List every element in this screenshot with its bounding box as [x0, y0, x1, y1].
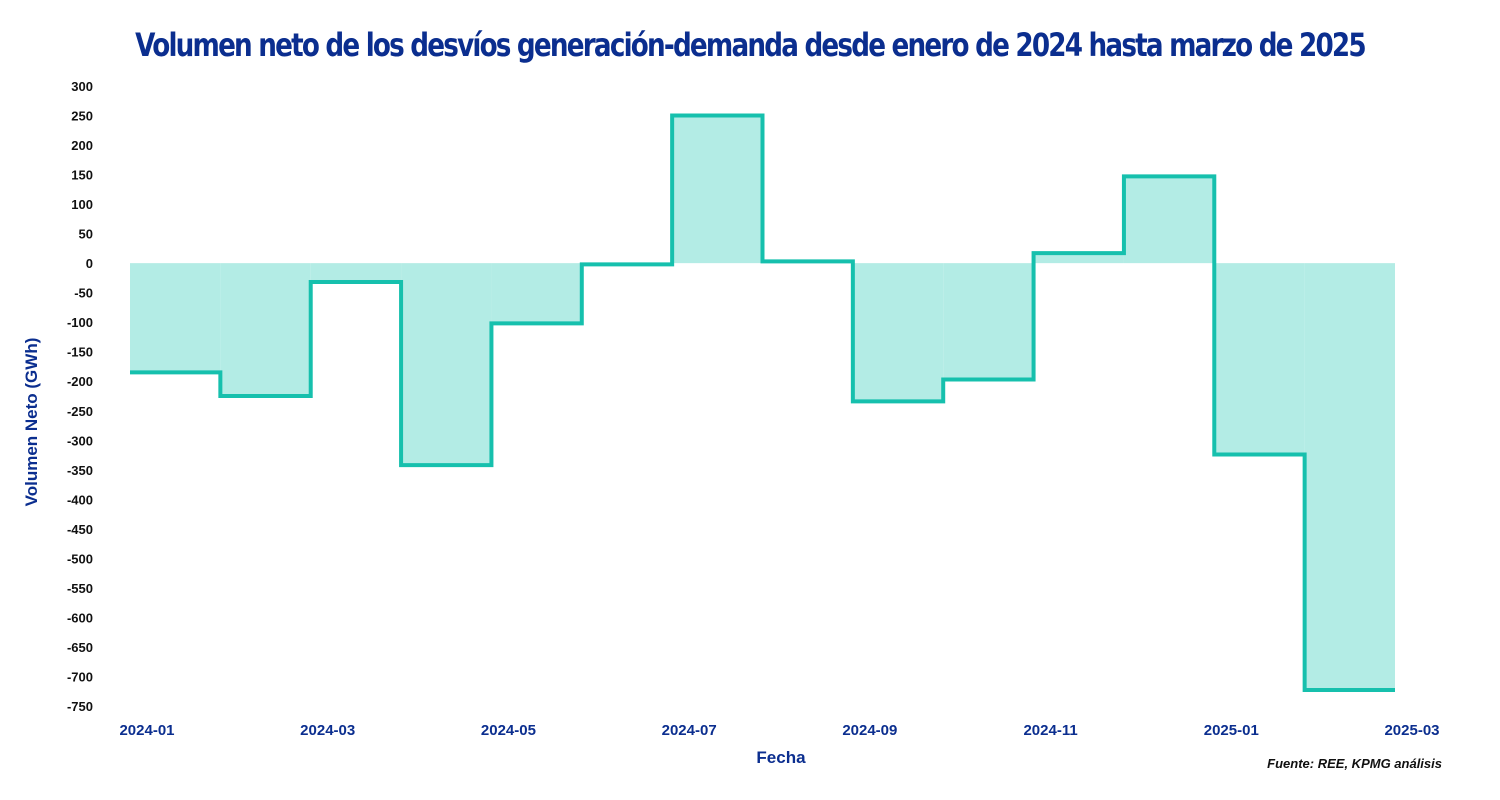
area-segment-2024-02	[220, 263, 311, 396]
area-segment-2024-11	[1033, 253, 1124, 264]
y-tick-label: -200	[67, 374, 93, 389]
area-segment-2024-05	[491, 263, 582, 324]
area-fill-group	[130, 115, 1395, 691]
area-segment-2024-12	[1123, 176, 1215, 264]
y-tick-label: -450	[67, 522, 93, 537]
y-tick-label: 100	[71, 197, 93, 212]
chart-title: Volumen neto de los desvíos generación-d…	[135, 26, 1366, 64]
x-tick-label: 2025-03	[1384, 722, 1439, 739]
x-tick-label: 2024-03	[300, 722, 355, 739]
y-tick-label: 50	[79, 227, 93, 242]
area-segment-2024-10	[943, 263, 1034, 380]
y-tick-label: -600	[67, 610, 93, 625]
x-tick-label: 2025-01	[1204, 722, 1259, 739]
x-axis-label: Fecha	[756, 748, 806, 767]
y-tick-label: 200	[71, 138, 93, 153]
y-tick-label: 300	[71, 79, 93, 94]
y-tick-label: -50	[74, 286, 93, 301]
y-tick-label: -700	[67, 669, 93, 684]
source-note: Fuente: REE, KPMG análisis	[1267, 756, 1442, 771]
area-segment-2025-02	[1304, 263, 1395, 691]
y-axis-ticks: 300 250 200 150 100 50 0 -50 -100 -150 -200 -250 -30…	[67, 79, 93, 714]
area-segment-2024-04	[401, 263, 492, 466]
series-line-group	[130, 113, 1395, 693]
y-tick-label: -250	[67, 404, 93, 419]
x-tick-label: 2024-05	[481, 722, 536, 739]
series-step-line	[130, 113, 1395, 693]
x-tick-label: 2024-07	[662, 722, 717, 739]
y-tick-label: -550	[67, 581, 93, 596]
y-tick-label: -300	[67, 433, 93, 448]
y-tick-label: 250	[71, 109, 93, 124]
x-tick-label: 2024-01	[119, 722, 174, 739]
area-segment-2024-07	[672, 115, 763, 264]
area-segment-2024-01	[130, 263, 221, 373]
y-tick-label: -350	[67, 463, 93, 478]
y-tick-label: -100	[67, 315, 93, 330]
area-segment-2024-03	[310, 263, 402, 283]
y-tick-label: 0	[86, 256, 93, 271]
y-axis-label: Volumen Neto (GWh)	[22, 338, 41, 507]
y-tick-label: -400	[67, 492, 93, 507]
y-tick-label: -150	[67, 345, 93, 360]
x-axis-ticks: 2024-01 2024-03 2024-05 2024-07 2024-09 2024-…	[119, 722, 1439, 739]
area-segment-2024-09	[852, 263, 944, 402]
y-tick-label: -650	[67, 640, 93, 655]
y-tick-label: -750	[67, 699, 93, 714]
y-tick-label: 150	[71, 168, 93, 183]
x-tick-label: 2024-09	[842, 722, 897, 739]
area-segment-2025-01	[1214, 263, 1305, 455]
y-tick-label: -500	[67, 551, 93, 566]
x-tick-label: 2024-11	[1023, 722, 1077, 739]
